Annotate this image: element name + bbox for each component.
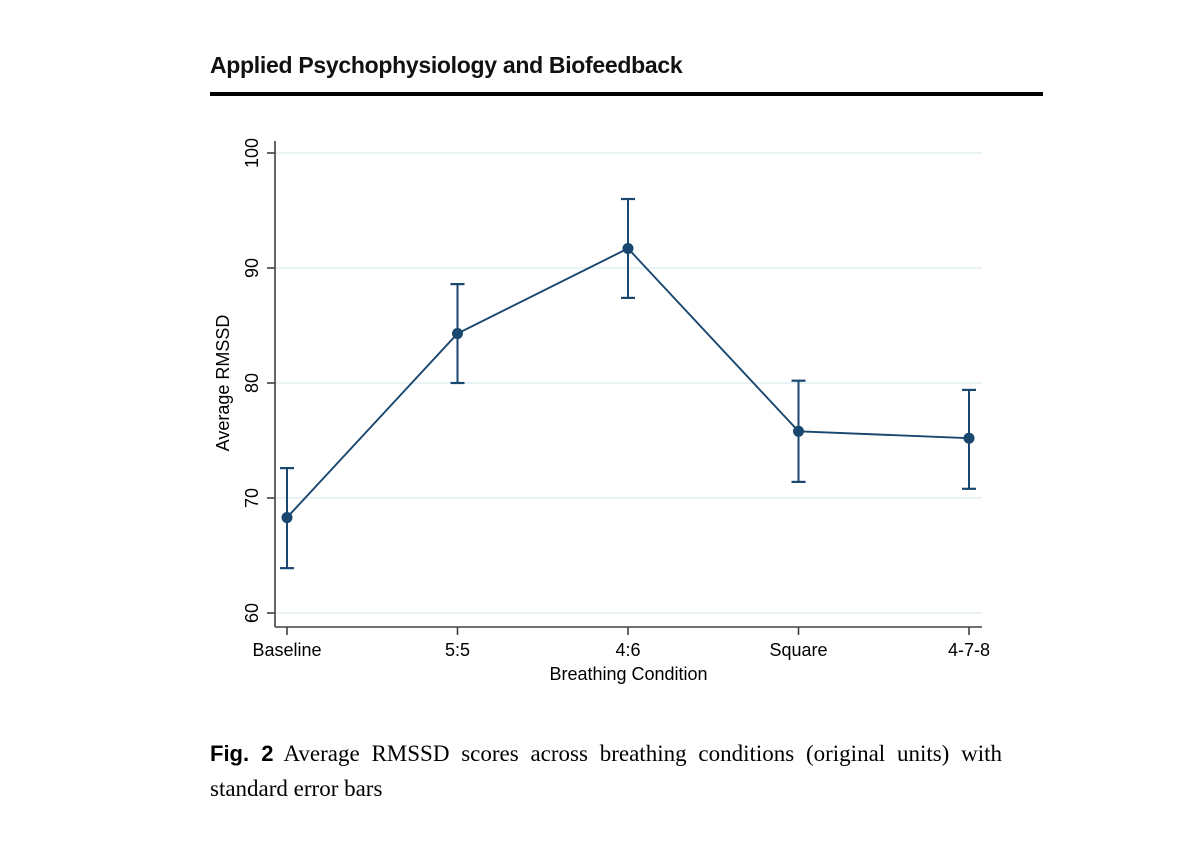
data-point-0 bbox=[281, 512, 293, 524]
figure-caption: Fig. 2 Average RMSSD scores across breath… bbox=[210, 736, 1002, 806]
y-tick-label-70: 70 bbox=[242, 488, 262, 508]
figure-caption-label: Fig. 2 bbox=[210, 741, 274, 766]
rmssd-line-chart: 60 70 80 90 100 Baseline 5:5 4:6 Square 4-7-8 Aver… bbox=[213, 138, 990, 684]
y-tick-label-100: 100 bbox=[242, 138, 262, 168]
x-tick-label-3: Square bbox=[769, 640, 827, 660]
y-tick-label-60: 60 bbox=[242, 603, 262, 623]
y-tick-label-80: 80 bbox=[242, 373, 262, 393]
data-point-2 bbox=[622, 242, 634, 254]
data-point-3 bbox=[793, 425, 804, 437]
data-point-1 bbox=[452, 328, 463, 340]
data-point-4 bbox=[963, 432, 975, 444]
x-tick-label-4: 4-7-8 bbox=[948, 640, 990, 660]
x-tick-label-2: 4:6 bbox=[615, 640, 640, 660]
x-tick-label-1: 5:5 bbox=[445, 640, 470, 660]
journal-title: Applied Psychophysiology and Biofeedback bbox=[210, 52, 683, 78]
x-axis-title: Breathing Condition bbox=[549, 664, 707, 684]
figure-caption-text: Average RMSSD scores across breathing co… bbox=[210, 741, 1002, 801]
y-tick-label-90: 90 bbox=[242, 258, 262, 278]
y-axis-title: Average RMSSD bbox=[213, 315, 233, 452]
x-tick-label-0: Baseline bbox=[252, 640, 321, 660]
figure-2-chart: 60 70 80 90 100 Baseline 5:5 4:6 Square 4-7-8 Aver… bbox=[200, 125, 1040, 700]
header-rule bbox=[210, 92, 1043, 96]
